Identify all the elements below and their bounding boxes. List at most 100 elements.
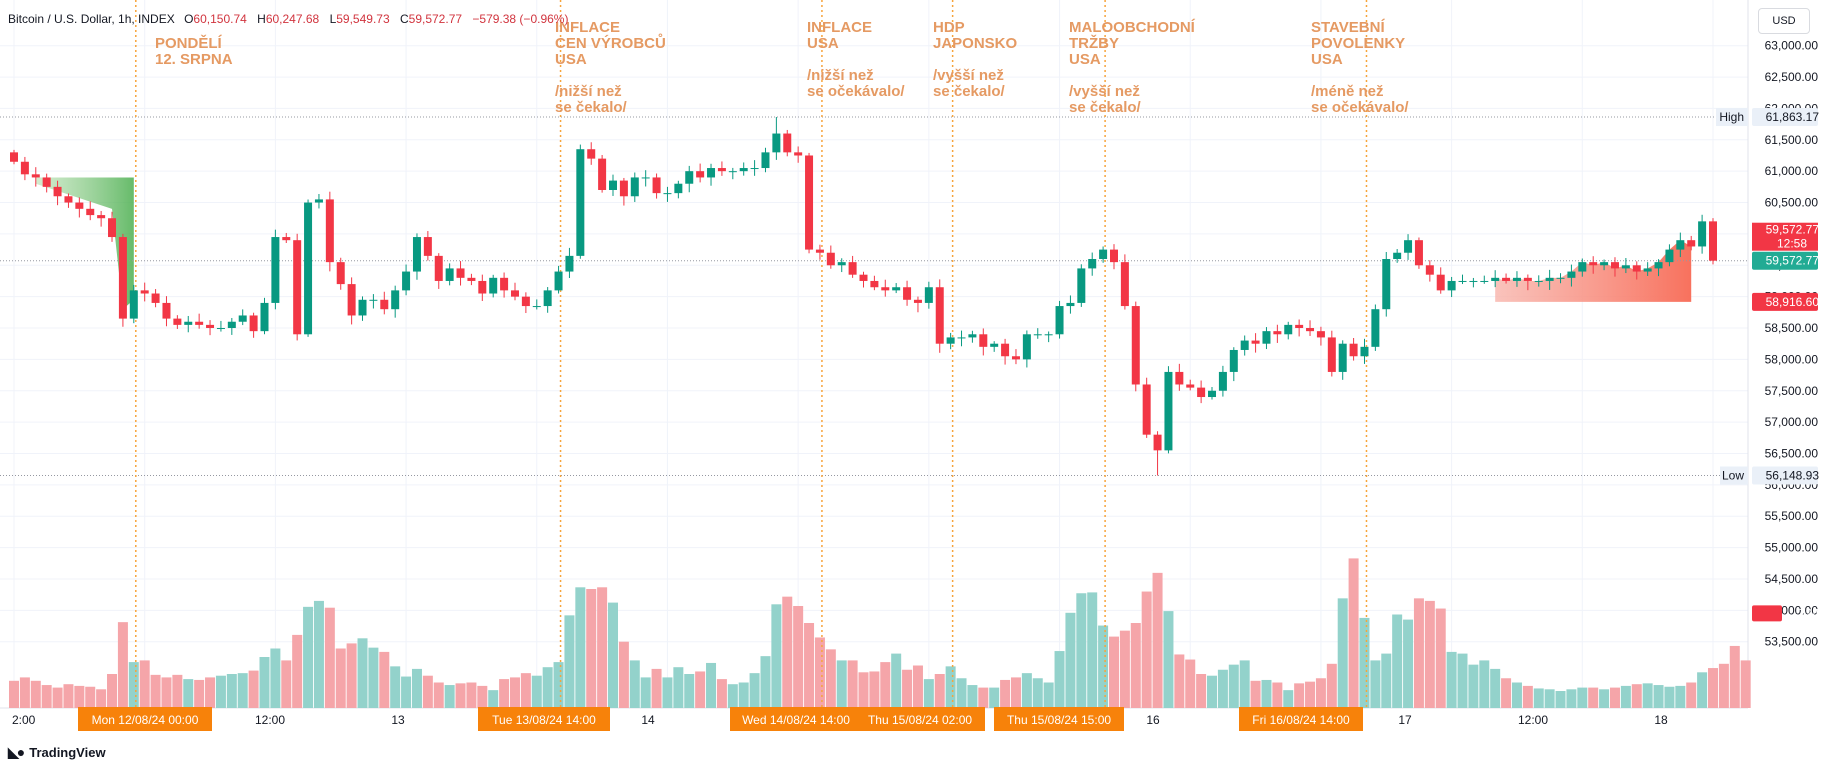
candle [1316, 331, 1325, 338]
volume-bar [1511, 682, 1522, 708]
candle [75, 202, 84, 209]
low-label: L [329, 12, 337, 26]
event-label: USA [1311, 51, 1343, 68]
volume-bar [422, 675, 433, 708]
volume-bar [989, 687, 1000, 708]
countdown: 12:58 [1777, 237, 1807, 251]
candle [1578, 262, 1587, 272]
volume-bar [1435, 608, 1446, 708]
candle [1698, 221, 1707, 247]
volume-bar [139, 660, 150, 708]
currency-button[interactable]: USD [1758, 8, 1810, 34]
volume-bar [1065, 612, 1076, 708]
candle [1436, 274, 1445, 291]
volume-bar [1566, 689, 1577, 708]
volume-bar [357, 638, 368, 708]
candle [1066, 302, 1075, 307]
time-axis[interactable]: 2:00 13 14 16 17 12:00 18 12:00 Mon 12/08/24 00:… [12, 707, 1668, 731]
low-value: 59,549.73 [336, 12, 390, 26]
candle [423, 237, 432, 256]
volume-bar [455, 683, 466, 708]
volume-bar [30, 680, 41, 708]
y-tick-label: 55,000.00 [1765, 541, 1819, 555]
volume-bar [836, 660, 847, 708]
low-label-bg [1720, 466, 1748, 485]
candle [271, 237, 280, 303]
tradingview-logo[interactable]: ◣● TradingView [8, 744, 106, 761]
volume-bar [934, 674, 945, 708]
volume-bar [324, 607, 335, 708]
volume-bar [1544, 689, 1555, 708]
volume-bar [1337, 598, 1348, 708]
candle [935, 287, 944, 344]
volume-bar [1533, 688, 1544, 708]
candle [478, 280, 487, 294]
volume-bar [1228, 664, 1239, 708]
volume-bar [978, 687, 989, 708]
volume-bar [41, 685, 52, 708]
event-lines [135, 0, 1368, 708]
candle [565, 255, 574, 272]
event-label: se čekalo/ [555, 99, 628, 116]
event-time-tag: Tue 13/08/24 14:00 [492, 713, 596, 727]
volume-bar [9, 680, 19, 708]
candle [510, 290, 519, 297]
event-label: INFLACE [807, 19, 872, 36]
ohlc-legend: Bitcoin / U.S. Dollar, 1h, INDEX O60,150… [8, 12, 575, 26]
candle [598, 158, 607, 190]
candle [1665, 249, 1674, 263]
volume-bar [259, 657, 270, 708]
volume-bar [531, 675, 542, 708]
candle [1534, 280, 1543, 282]
candle [783, 133, 792, 153]
volume-bar [804, 623, 815, 708]
volume-bar [1283, 690, 1294, 708]
volume-bar [825, 649, 836, 708]
candle [826, 252, 835, 266]
volume-bar [1631, 684, 1642, 708]
event-label: USA [555, 51, 587, 68]
high-value: 61,863.17 [1766, 110, 1820, 124]
volume-bar [1000, 679, 1011, 708]
candle [652, 177, 661, 194]
candle [1709, 221, 1717, 261]
event-time-tag-bg [1239, 707, 1363, 731]
low-value: 56,148.93 [1766, 469, 1820, 483]
volume-bar [1729, 645, 1740, 708]
candle [1055, 306, 1064, 335]
high-label-bg [1716, 108, 1748, 127]
volume-bar [19, 677, 30, 708]
volume-bar [1697, 672, 1708, 708]
candle [1447, 280, 1456, 291]
volume-bar [1185, 659, 1196, 708]
candle [521, 296, 530, 307]
volume-bar [1250, 680, 1261, 708]
event-label: JAPONSKO [933, 35, 1018, 52]
volume-bar [1272, 682, 1283, 708]
candle [1164, 371, 1173, 451]
candle [391, 290, 400, 310]
candle [1502, 277, 1511, 281]
y-tick-label: 53,500.00 [1765, 635, 1819, 649]
candle [1676, 240, 1685, 250]
last-price-bg [1752, 222, 1818, 251]
volume-bar [368, 647, 379, 708]
event-label: 12. SRPNA [155, 51, 233, 68]
candle [1414, 240, 1423, 266]
volume-bar [379, 651, 390, 708]
volume-bar [1163, 611, 1174, 708]
candle [1469, 280, 1478, 282]
candle [761, 152, 770, 169]
high-label: H [257, 12, 266, 26]
candle [968, 334, 977, 338]
candle [380, 299, 389, 310]
volume-bar [618, 641, 629, 708]
price-axis[interactable]: 53,500.0054,000.0054,500.0055,000.0055,5… [1716, 39, 1819, 649]
candle [630, 177, 639, 197]
candle [1589, 262, 1598, 266]
volume-bar [586, 589, 597, 708]
volume-bar [793, 606, 804, 708]
volume-bar [1119, 630, 1130, 708]
